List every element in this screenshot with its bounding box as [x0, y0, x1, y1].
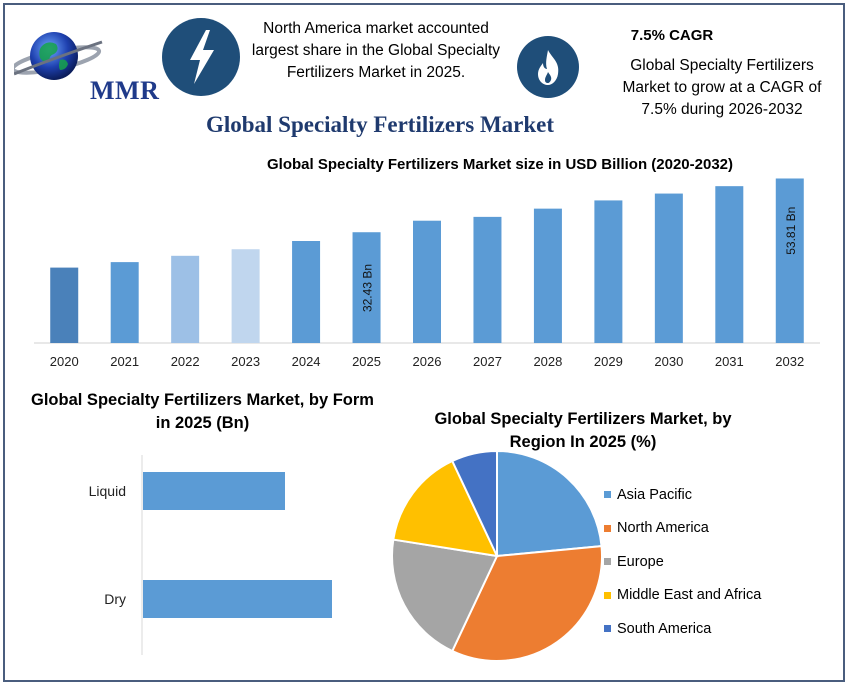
tick-label-dry: Dry: [104, 591, 126, 607]
logo-text: MMR: [90, 76, 160, 105]
insight-cagr: Global Specialty Fertilizers Market to g…: [622, 57, 822, 118]
cagr-title: 7.5% CAGR: [630, 27, 714, 44]
bar-2032: [775, 178, 804, 343]
region-legend: Asia Pacific North America Europe Middle Ea…: [604, 478, 761, 646]
bar-2028: [533, 208, 562, 343]
bar-liquid: [143, 472, 285, 510]
region-pie-chart: [391, 449, 603, 662]
legend-swatch-south-america: [604, 625, 611, 633]
legend-label-europe: Europe: [617, 553, 664, 570]
globe-icon: [10, 32, 103, 80]
legend-swatch-north-america: [604, 524, 611, 532]
tick-label-2021: 2021: [110, 354, 139, 369]
lightning-bolt-icon: [162, 18, 240, 96]
slice-middle-east-and-africa: [392, 459, 499, 558]
tick-label-2023: 2023: [231, 354, 260, 369]
tick-label-2032: 2032: [775, 354, 804, 369]
legend-label-asia-pacific: Asia Pacific: [617, 486, 692, 503]
tick-label-2022: 2022: [171, 354, 200, 369]
legend-item-south-america: South America: [604, 612, 761, 646]
slice-europe: [391, 538, 499, 653]
slice-south-america: [450, 449, 498, 557]
main-title: Global Specialty Fertilizers Market: [205, 112, 555, 137]
tick-label-2025: 2025: [352, 354, 381, 369]
form-bar-chart: Liquid Dry: [89, 455, 332, 655]
legend-label-middle-east-and-africa: Middle East and Africa: [617, 587, 762, 604]
bar-2027: [473, 216, 502, 343]
tick-label-2030: 2030: [654, 354, 683, 369]
bar-2029: [594, 200, 623, 343]
legend-swatch-europe: [604, 558, 611, 566]
bar-2024: [292, 241, 321, 343]
tick-label-2020: 2020: [50, 354, 79, 369]
tick-label-2024: 2024: [292, 354, 321, 369]
legend-item-asia-pacific: Asia Pacific: [604, 478, 761, 512]
legend-label-south-america: South America: [617, 620, 712, 637]
market-size-chart-title: Global Specialty Fertilizers Market size…: [267, 156, 733, 173]
form-chart-title: Global Specialty Fertilizers Market, by …: [31, 391, 374, 432]
legend-swatch-middle-east-and-africa: [604, 591, 611, 599]
tick-label-2028: 2028: [533, 354, 562, 369]
flame-icon: [517, 36, 579, 98]
market-size-bar-chart: 2020 2021 2022 2023 2024 2025 32.43 Bn 2026 2027…: [34, 178, 820, 369]
slice-asia-pacific: [496, 449, 603, 558]
bar-2030: [654, 193, 683, 343]
legend-item-middle-east-and-africa: Middle East and Africa: [604, 579, 761, 613]
tick-label-2027: 2027: [473, 354, 502, 369]
legend-item-europe: Europe: [604, 545, 761, 579]
mmr-logo: MMR: [10, 24, 159, 105]
bar-2026: [413, 220, 441, 343]
tick-label-2029: 2029: [594, 354, 623, 369]
infographic-frame: [3, 3, 845, 682]
legend-item-north-america: North America: [604, 512, 761, 546]
tick-label-2031: 2031: [715, 354, 744, 369]
bar-2020: [50, 267, 79, 343]
bar-2022: [171, 255, 200, 343]
data-label-2025: 32.43 Bn: [361, 264, 375, 312]
tick-label-liquid: Liquid: [89, 483, 126, 499]
bar-2023: [231, 249, 260, 343]
insight-north-america: North America market accounted largest s…: [251, 20, 501, 81]
region-chart-title: Global Specialty Fertilizers Market, by …: [434, 410, 732, 451]
bar-2031: [715, 186, 744, 343]
slice-north-america: [450, 545, 603, 662]
bar-2021: [110, 262, 139, 343]
data-label-2032: 53.81 Bn: [784, 207, 798, 255]
bar-dry: [143, 580, 332, 618]
bar-2025: [352, 232, 381, 343]
legend-label-north-america: North America: [617, 520, 709, 537]
tick-label-2026: 2026: [413, 354, 442, 369]
legend-swatch-asia-pacific: [604, 491, 611, 499]
